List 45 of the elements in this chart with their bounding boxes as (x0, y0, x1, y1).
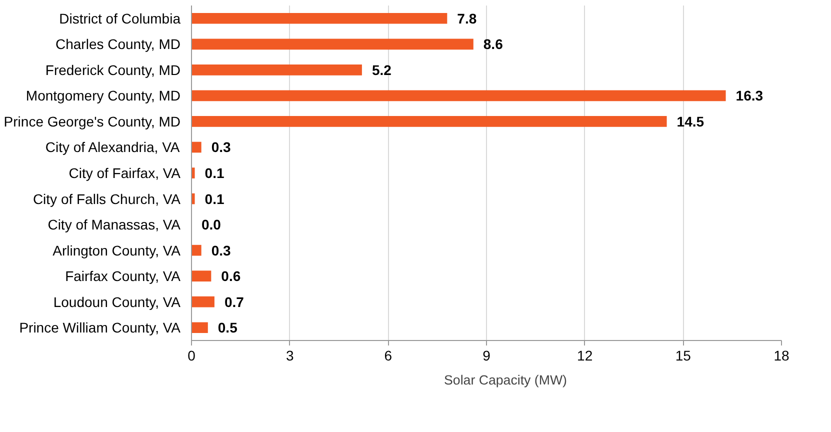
y-tick-label: Prince George's County, MD (4, 113, 180, 130)
data-label: 0.5 (218, 320, 238, 336)
bar (192, 244, 202, 256)
x-tick-label: 15 (675, 348, 692, 364)
data-label: 0.3 (211, 139, 232, 156)
y-tick-label: Loudoun County, VA (53, 294, 182, 310)
data-label: 8.6 (483, 36, 504, 52)
y-tick-label: Charles County, MD (56, 36, 181, 52)
y-tick-label: Fairfax County, VA (65, 268, 182, 284)
data-label: 7.8 (457, 10, 477, 26)
y-tick-label: City of Manassas, VA (48, 216, 182, 233)
data-label: 0.0 (202, 216, 222, 233)
bar (192, 270, 212, 282)
bar (192, 116, 667, 127)
bar (192, 90, 726, 102)
y-tick-label: City of Fairfax, VA (68, 165, 182, 181)
y-tick-label: City of Falls Church, VA (32, 190, 182, 207)
data-label: 14.5 (676, 113, 704, 130)
bar (192, 12, 448, 24)
y-tick-label: Arlington County, VA (52, 242, 182, 258)
bar (192, 38, 474, 50)
bar (192, 142, 202, 153)
x-tick-label: 3 (286, 348, 294, 364)
y-tick-label: City of Alexandria, VA (45, 139, 180, 156)
bar (192, 296, 214, 308)
bar (192, 64, 362, 76)
y-tick-label: Prince William County, VA (19, 320, 182, 336)
data-label: 0.7 (224, 294, 244, 310)
data-label: 0.1 (204, 165, 224, 181)
bar (192, 168, 195, 178)
data-label: 0.1 (204, 190, 224, 207)
y-tick-label: Montgomery County, MD (26, 88, 181, 104)
data-label: 5.2 (372, 62, 392, 78)
y-tick-label: District of Columbia (59, 10, 181, 26)
data-label: 0.3 (211, 242, 232, 258)
x-tick-label: 12 (577, 348, 593, 364)
text: Solar Capacity (MW) (444, 372, 567, 388)
bar (192, 322, 208, 334)
data-label: 16.3 (736, 88, 764, 104)
data-label: 0.6 (221, 268, 241, 284)
x-tick-label: 9 (482, 348, 491, 364)
x-tick-label: 0 (188, 348, 196, 364)
x-tick-label: 18 (774, 348, 790, 364)
x-tick-label: 6 (384, 348, 392, 364)
y-tick-label: Frederick County, MD (45, 62, 181, 78)
